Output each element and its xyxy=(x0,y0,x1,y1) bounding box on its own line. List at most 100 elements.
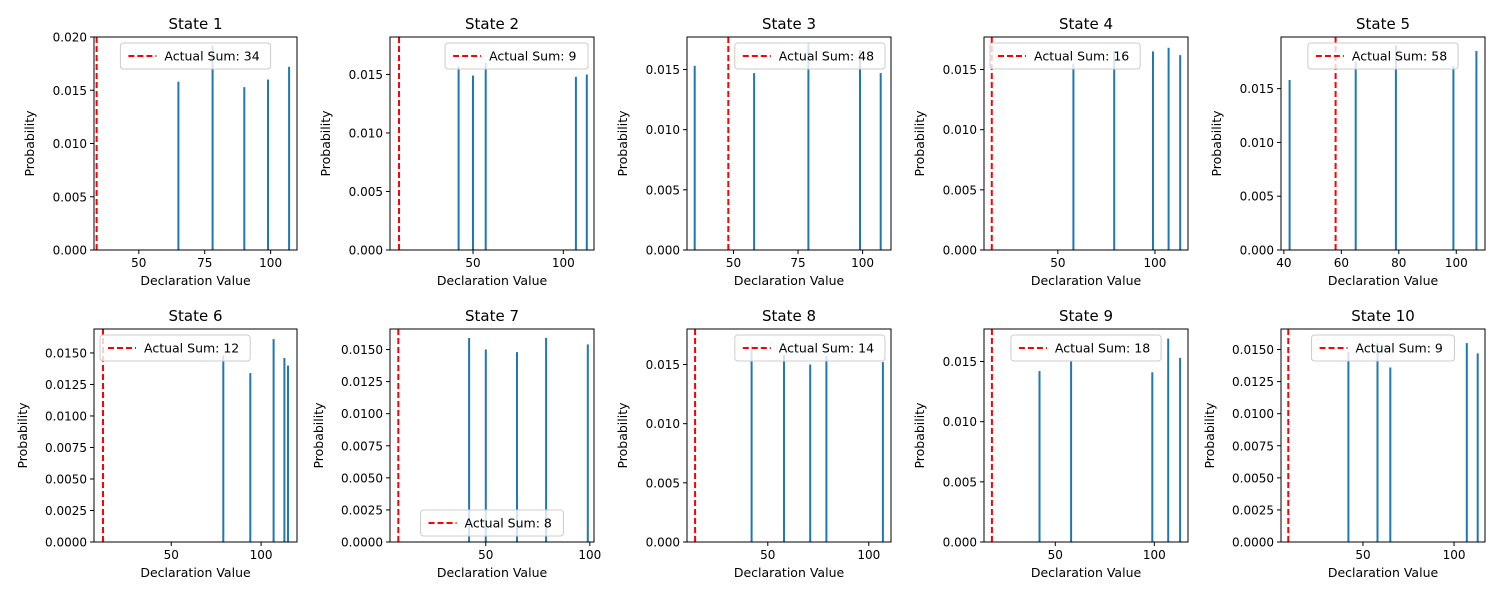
bar-1-5 xyxy=(288,66,291,250)
y-tick-label: 0.0100 xyxy=(1232,407,1274,421)
bar-5-1 xyxy=(1288,80,1291,250)
y-tick-label: 0.0125 xyxy=(45,378,87,392)
bar-4-3 xyxy=(1152,51,1154,251)
bar-9-1 xyxy=(1038,371,1041,542)
subplot-title: State 1 xyxy=(168,15,222,33)
legend: Actual Sum: 48 xyxy=(734,42,886,70)
subplot-9: 50 100 0.000 0.005 0.010 0.015 State 9 Declarat… xyxy=(912,307,1189,580)
legend: Actual Sum: 18 xyxy=(1010,334,1162,362)
bar-6-2 xyxy=(249,373,252,542)
legend: Actual Sum: 8 xyxy=(420,509,564,537)
bar-5-2 xyxy=(1354,61,1357,251)
y-tick-label: 0.0050 xyxy=(45,472,87,486)
bar-5-3 xyxy=(1394,45,1397,250)
x-tick-label: 100 xyxy=(552,256,575,270)
y-tick-label: 0.0000 xyxy=(1232,536,1274,550)
x-tick-label: 80 xyxy=(1391,256,1406,270)
y-axis-label: Probability xyxy=(615,402,630,469)
x-tick-label: 50 xyxy=(1050,256,1065,270)
y-tick-label: 0.0000 xyxy=(45,536,87,550)
x-tick-label: 100 xyxy=(578,548,601,562)
bar-8-3 xyxy=(809,364,812,542)
y-tick-label: 0.0025 xyxy=(1232,503,1274,517)
y-tick-label: 0.0025 xyxy=(45,504,87,518)
legend-label: Actual Sum: 8 xyxy=(465,516,552,531)
bar-9-4 xyxy=(1167,338,1170,542)
y-tick-label: 0.0150 xyxy=(341,343,383,357)
bar-7-4 xyxy=(545,338,548,542)
axes-frame xyxy=(686,36,892,251)
subplot-title: State 10 xyxy=(1351,307,1415,325)
axes-frame xyxy=(93,328,298,543)
x-tick-label: 50 xyxy=(164,548,179,562)
y-tick-label: 0.0075 xyxy=(341,439,383,453)
bar-3-1 xyxy=(693,65,696,251)
bar-1-3 xyxy=(243,87,246,250)
bar-10-1 xyxy=(1347,352,1350,542)
subplot-title: State 3 xyxy=(762,15,816,33)
x-axis-label: Declaration Value xyxy=(140,565,251,580)
x-tick-label: 100 xyxy=(259,256,282,270)
y-tick-label: 0.010 xyxy=(943,415,977,429)
bar-4-2 xyxy=(1113,51,1116,251)
axes-frame xyxy=(389,328,595,543)
y-tick-label: 0.000 xyxy=(53,244,87,258)
x-tick-label: 50 xyxy=(478,548,493,562)
x-axis-label: Declaration Value xyxy=(1328,273,1439,288)
x-axis-label: Declaration Value xyxy=(1031,565,1142,580)
y-tick-label: 0.000 xyxy=(1240,244,1274,258)
y-axis-label: Probability xyxy=(912,110,927,177)
x-axis-label: Declaration Value xyxy=(734,565,845,580)
y-axis-label: Probability xyxy=(615,110,630,177)
y-tick-label: 0.000 xyxy=(646,244,680,258)
bar-3-4 xyxy=(859,50,861,251)
y-axis-label: Probability xyxy=(311,402,326,469)
legend: Actual Sum: 16 xyxy=(989,42,1141,70)
y-tick-label: 0.010 xyxy=(943,123,977,137)
x-tick-label: 100 xyxy=(1143,548,1166,562)
bar-1-2 xyxy=(211,45,214,250)
y-tick-label: 0.010 xyxy=(1240,136,1274,150)
y-tick-label: 0.000 xyxy=(646,536,680,550)
x-axis-label: Declaration Value xyxy=(437,273,548,288)
legend-box xyxy=(734,42,886,70)
bar-7-1 xyxy=(468,338,471,542)
bar-7-2 xyxy=(484,349,487,542)
x-axis-label: Declaration Value xyxy=(734,273,845,288)
y-tick-label: 0.0050 xyxy=(341,471,383,485)
bar-9-3 xyxy=(1151,372,1154,542)
bar-2-3 xyxy=(484,62,487,251)
bar-5-5 xyxy=(1475,51,1478,250)
y-tick-label: 0.0000 xyxy=(341,536,383,550)
bar-8-2 xyxy=(783,355,785,542)
y-axis-label: Probability xyxy=(1202,402,1217,469)
legend-label: Actual Sum: 14 xyxy=(779,341,874,356)
x-tick-label: 100 xyxy=(1445,256,1468,270)
x-tick-label: 75 xyxy=(197,256,212,270)
x-tick-label: 100 xyxy=(857,548,880,562)
subplot-title: State 5 xyxy=(1356,15,1410,33)
bar-1-1 xyxy=(177,81,180,250)
x-tick-label: 60 xyxy=(1334,256,1349,270)
bar-2-1 xyxy=(457,66,460,250)
subplot-title: State 6 xyxy=(168,307,222,325)
y-tick-label: 0.020 xyxy=(53,31,87,45)
legend-label: Actual Sum: 12 xyxy=(144,341,239,356)
bar-8-5 xyxy=(881,362,884,542)
y-tick-label: 0.015 xyxy=(349,68,383,82)
bar-9-2 xyxy=(1070,361,1073,542)
x-tick-label: 100 xyxy=(851,256,874,270)
bar-2-5 xyxy=(585,74,588,250)
bar-4-4 xyxy=(1167,47,1170,250)
legend: Actual Sum: 9 xyxy=(444,42,589,70)
y-axis-label: Probability xyxy=(1209,110,1224,177)
y-axis-label: Probability xyxy=(22,110,37,177)
y-tick-label: 0.005 xyxy=(943,183,977,197)
subplot-title: State 8 xyxy=(762,307,816,325)
y-tick-label: 0.0150 xyxy=(45,346,87,360)
legend-label: Actual Sum: 18 xyxy=(1055,341,1150,356)
axes-frame xyxy=(1280,328,1486,543)
y-tick-label: 0.0025 xyxy=(341,503,383,517)
legend-box xyxy=(420,509,564,537)
y-axis-label: Probability xyxy=(318,110,333,177)
